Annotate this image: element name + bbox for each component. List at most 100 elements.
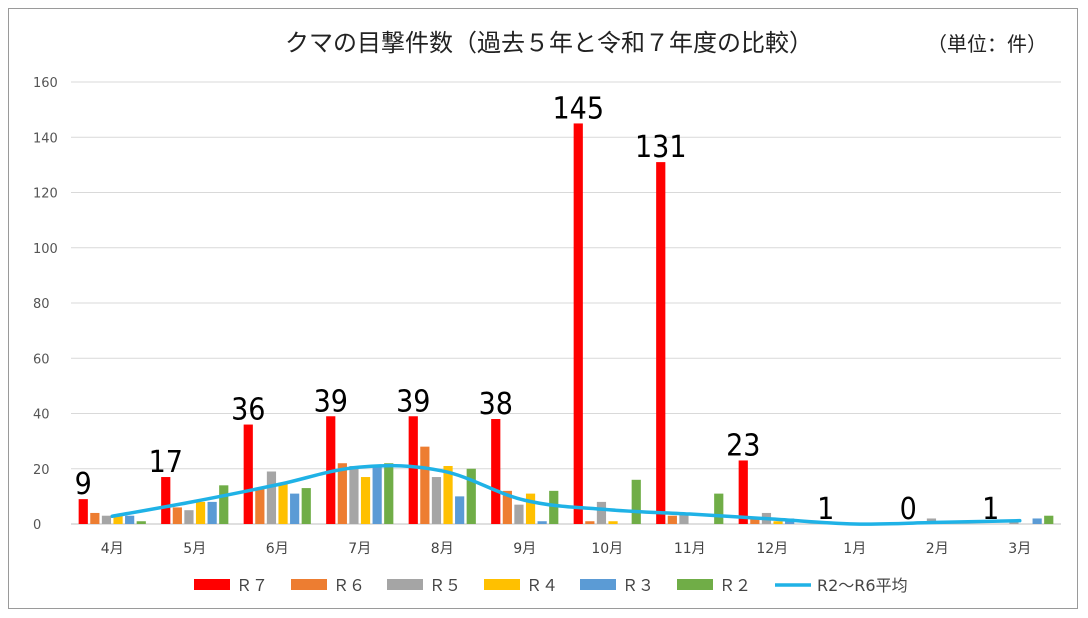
y-tick-label: 0 bbox=[33, 518, 41, 533]
data-label: 23 bbox=[726, 428, 760, 463]
bar-5-1 bbox=[219, 485, 229, 524]
y-tick-label: 140 bbox=[33, 131, 58, 146]
bar-1-3 bbox=[337, 463, 347, 524]
average-line bbox=[110, 463, 1022, 526]
bar-4-4 bbox=[455, 496, 465, 524]
bar-3-2 bbox=[278, 482, 288, 524]
bar-3-0 bbox=[113, 515, 123, 524]
x-tick-label: 12月 bbox=[756, 541, 788, 557]
bar-1-2 bbox=[255, 488, 265, 524]
chart-title: クマの目撃件数（過去５年と令和７年度の比較） bbox=[285, 29, 813, 57]
bars bbox=[78, 123, 1054, 525]
bar-2-2 bbox=[266, 471, 277, 524]
y-axis: 0 20 40 60 80 100 120 140 160 bbox=[33, 76, 58, 533]
y-tick-label: 100 bbox=[33, 242, 58, 257]
data-label: 145 bbox=[552, 91, 604, 126]
bar-4-11 bbox=[1032, 518, 1042, 524]
bar-1-8 bbox=[750, 518, 760, 524]
bar-4-3 bbox=[372, 465, 382, 524]
x-tick-label: 6月 bbox=[266, 541, 289, 557]
bar-2-6 bbox=[596, 501, 607, 524]
data-label: 0 bbox=[900, 492, 917, 527]
x-tick-label: 3月 bbox=[1008, 541, 1031, 557]
y-tick-label: 160 bbox=[33, 76, 58, 91]
x-tick-label: 8月 bbox=[431, 541, 454, 557]
y-tick-label: 120 bbox=[33, 187, 58, 202]
x-axis: 4月 5月 6月 7月 8月 9月 10月 11月 12月 1月 2月 3月 bbox=[101, 541, 1031, 557]
bar-2-4 bbox=[431, 477, 442, 524]
bar-0-8 bbox=[738, 460, 748, 524]
bar-2-1 bbox=[184, 510, 194, 524]
legend-swatch bbox=[580, 579, 616, 590]
x-tick-label: 7月 bbox=[348, 541, 371, 557]
bar-2-0 bbox=[101, 515, 112, 524]
legend: Ｒ７ Ｒ６ Ｒ５ Ｒ４ Ｒ３ Ｒ２ R2～R6平均 bbox=[194, 576, 908, 595]
bar-5-5 bbox=[549, 490, 559, 524]
bar-3-4 bbox=[443, 465, 453, 524]
data-labels: 9 17 36 39 39 38 145 131 23 1 0 1 bbox=[75, 91, 1000, 527]
bar-4-5 bbox=[537, 521, 547, 524]
bar-0-4 bbox=[408, 416, 418, 524]
bar-5-0 bbox=[136, 521, 146, 524]
bar-4-1 bbox=[207, 501, 217, 524]
bar-0-5 bbox=[491, 419, 501, 524]
bar-4-2 bbox=[290, 493, 300, 524]
bar-1-1 bbox=[172, 507, 182, 524]
bar-1-0 bbox=[90, 512, 100, 524]
bar-0-1 bbox=[161, 477, 171, 524]
data-label: 36 bbox=[231, 393, 265, 428]
data-label: 131 bbox=[635, 130, 687, 165]
bar-0-2 bbox=[243, 424, 253, 524]
legend-label: Ｒ７ bbox=[236, 576, 268, 595]
bar-4-0 bbox=[125, 515, 135, 524]
legend-label: Ｒ４ bbox=[526, 576, 558, 595]
legend-swatch bbox=[291, 579, 327, 590]
bar-1-7 bbox=[667, 515, 677, 524]
bar-5-7 bbox=[714, 493, 724, 524]
chart-frame: クマの目撃件数（過去５年と令和７年度の比較） （単位：件） 0 20 40 60 80 1… bbox=[8, 8, 1078, 609]
legend-label: Ｒ３ bbox=[622, 576, 654, 595]
gridlines bbox=[71, 81, 1061, 525]
bar-1-5 bbox=[502, 490, 512, 524]
x-tick-label: 4月 bbox=[101, 541, 124, 557]
bar-0-7 bbox=[656, 162, 666, 525]
bar-2-7 bbox=[679, 512, 689, 524]
y-tick-label: 80 bbox=[33, 297, 50, 312]
bar-3-3 bbox=[360, 477, 371, 524]
bear-sightings-chart: クマの目撃件数（過去５年と令和７年度の比較） （単位：件） 0 20 40 60 80 1… bbox=[33, 29, 1061, 595]
bar-2-3 bbox=[349, 465, 359, 524]
bar-3-6 bbox=[608, 521, 618, 524]
legend-label: Ｒ５ bbox=[429, 576, 461, 595]
data-label: 1 bbox=[982, 492, 999, 527]
bar-3-8 bbox=[773, 521, 783, 524]
x-tick-label: 5月 bbox=[183, 541, 206, 557]
x-tick-label: 11月 bbox=[674, 541, 706, 557]
data-label: 39 bbox=[314, 384, 348, 419]
legend-label: Ｒ２ bbox=[719, 576, 751, 595]
bar-0-6 bbox=[573, 123, 583, 524]
legend-label: R2～R6平均 bbox=[817, 576, 908, 595]
data-label: 9 bbox=[75, 467, 92, 502]
unit-label: （単位：件） bbox=[927, 32, 1047, 56]
bar-1-6 bbox=[585, 521, 595, 524]
x-tick-label: 9月 bbox=[513, 541, 536, 557]
bar-0-0 bbox=[78, 499, 88, 524]
bar-2-5 bbox=[514, 504, 524, 524]
y-tick-label: 20 bbox=[33, 463, 50, 478]
bar-2-11 bbox=[1009, 521, 1019, 524]
y-tick-label: 60 bbox=[33, 352, 50, 367]
data-label: 39 bbox=[396, 384, 430, 419]
data-label: 38 bbox=[479, 387, 513, 422]
bar-5-11 bbox=[1044, 515, 1054, 524]
y-tick-label: 40 bbox=[33, 408, 50, 423]
bar-5-2 bbox=[301, 488, 311, 524]
x-tick-label: 10月 bbox=[591, 541, 623, 557]
legend-label: Ｒ６ bbox=[333, 576, 365, 595]
x-tick-label: 2月 bbox=[926, 541, 949, 557]
bar-5-3 bbox=[384, 463, 394, 524]
bar-3-5 bbox=[525, 493, 536, 524]
data-label: 1 bbox=[817, 492, 834, 527]
average-series-line bbox=[110, 463, 1022, 526]
bar-5-6 bbox=[631, 479, 641, 524]
x-tick-label: 1月 bbox=[843, 541, 866, 557]
